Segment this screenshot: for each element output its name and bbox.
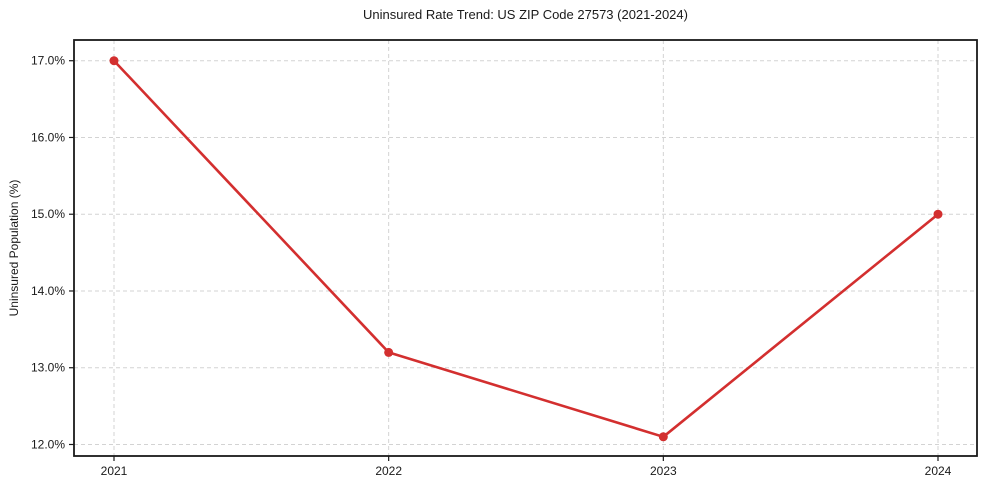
data-point xyxy=(933,209,943,219)
x-tick-label: 2023 xyxy=(650,464,677,478)
y-tick-label: 16.0% xyxy=(31,130,65,144)
y-tick-label: 14.0% xyxy=(31,284,65,298)
x-tick-label: 2021 xyxy=(101,464,128,478)
x-tick-label: 2024 xyxy=(925,464,952,478)
chart-title: Uninsured Rate Trend: US ZIP Code 27573 … xyxy=(363,7,688,22)
y-tick-label: 15.0% xyxy=(31,207,65,221)
y-axis-label: Uninsured Population (%) xyxy=(7,179,21,317)
trend-line xyxy=(112,59,940,439)
data-point xyxy=(384,347,394,357)
data-point xyxy=(109,56,119,66)
plot-frame xyxy=(73,39,978,457)
y-tick-label: 17.0% xyxy=(31,54,65,68)
data-point xyxy=(658,432,668,442)
y-tick-label: 13.0% xyxy=(31,361,65,375)
y-tick-label: 12.0% xyxy=(31,437,65,451)
x-tick-label: 2022 xyxy=(375,464,402,478)
